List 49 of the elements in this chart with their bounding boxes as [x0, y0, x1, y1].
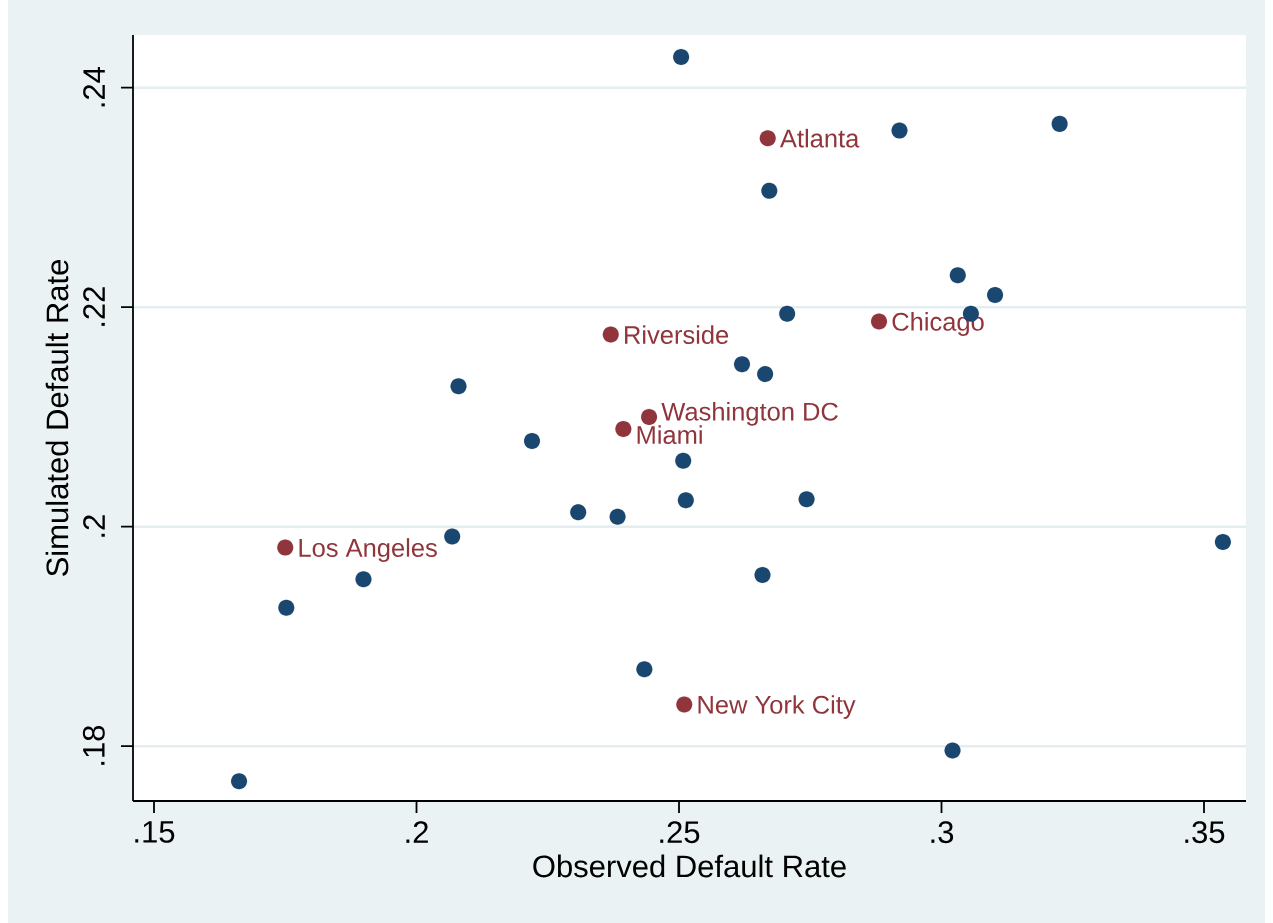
- x-tick-label: .2: [406, 821, 428, 843]
- data-label: Chicago: [892, 312, 984, 336]
- point: [570, 504, 587, 521]
- x-axis-title: Observed Default Rate: [533, 854, 846, 878]
- point: [615, 420, 632, 438]
- data-label: Washington DC: [661, 401, 838, 426]
- point: [277, 539, 294, 556]
- point: [733, 356, 751, 373]
- point: [450, 378, 467, 395]
- point: [944, 742, 961, 759]
- data-label: Riverside: [625, 325, 729, 345]
- point: [444, 528, 461, 545]
- point: [779, 305, 796, 322]
- point: [677, 492, 694, 509]
- point: [641, 408, 658, 425]
- point: [757, 366, 774, 383]
- point: [676, 696, 693, 713]
- point: [1051, 115, 1068, 132]
- y-tick-label: .18: [82, 725, 105, 765]
- point: [1214, 533, 1231, 551]
- point: [870, 313, 888, 330]
- point: [523, 432, 541, 450]
- point: [602, 326, 619, 343]
- y-tick-label: .22: [83, 287, 105, 326]
- x-tick-label: .35: [1185, 821, 1225, 844]
- y-tick-label: .24: [83, 67, 105, 107]
- data-label: Los Angeles: [299, 538, 437, 562]
- point: [798, 491, 815, 508]
- point: [949, 267, 966, 284]
- data-label: Atlanta: [779, 128, 860, 148]
- point: [230, 773, 248, 790]
- point: [759, 130, 776, 147]
- y-tick-label: .2: [83, 515, 105, 537]
- point: [609, 508, 626, 525]
- point: [986, 287, 1004, 304]
- point: [636, 661, 653, 678]
- point: [675, 452, 692, 469]
- y-axis-title: Simulated Default Rate: [45, 260, 69, 576]
- data-label: Miami: [637, 425, 702, 445]
- x-tick-label: .3: [931, 821, 954, 844]
- point: [761, 182, 778, 199]
- point: [673, 48, 690, 65]
- point: [278, 599, 295, 616]
- data-label: New York City: [698, 695, 856, 719]
- x-tick-label: .15: [135, 821, 175, 843]
- point: [355, 571, 372, 588]
- x-tick-label: .25: [660, 821, 700, 844]
- point: [754, 566, 771, 583]
- point: [891, 122, 908, 139]
